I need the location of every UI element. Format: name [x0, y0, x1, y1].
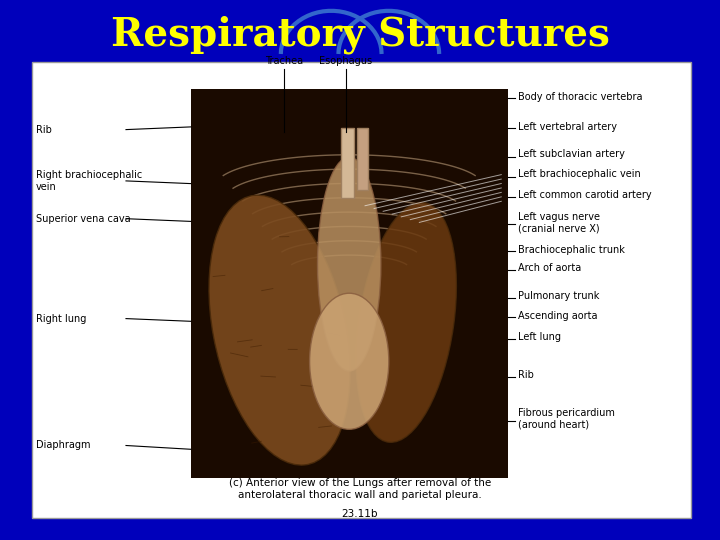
- Ellipse shape: [209, 195, 350, 465]
- Text: Diaphragm: Diaphragm: [36, 441, 91, 450]
- Bar: [191, 89, 508, 478]
- Text: Left common carotid artery: Left common carotid artery: [518, 191, 652, 200]
- Text: Left brachiocephalic vein: Left brachiocephalic vein: [518, 170, 641, 179]
- Text: Left vagus nerve
(cranial nerve X): Left vagus nerve (cranial nerve X): [518, 212, 600, 234]
- Bar: [32, 62, 691, 518]
- Text: Trachea: Trachea: [266, 56, 303, 66]
- Text: Left subclavian artery: Left subclavian artery: [518, 149, 625, 159]
- Text: Respiratory Structures: Respiratory Structures: [111, 16, 609, 55]
- Text: 23.11b: 23.11b: [342, 509, 378, 519]
- Ellipse shape: [310, 293, 389, 429]
- Text: Right lung: Right lung: [36, 314, 86, 323]
- Text: Right brachiocephalic
vein: Right brachiocephalic vein: [36, 170, 143, 192]
- Text: Left lung: Left lung: [518, 332, 562, 342]
- Bar: [341, 128, 354, 198]
- Text: Esophagus: Esophagus: [319, 56, 372, 66]
- Bar: [191, 89, 508, 478]
- Ellipse shape: [356, 202, 456, 442]
- Text: Superior vena cava: Superior vena cava: [36, 214, 130, 224]
- Text: Pulmonary trunk: Pulmonary trunk: [518, 291, 600, 301]
- Text: Brachiocephalic trunk: Brachiocephalic trunk: [518, 245, 625, 255]
- Bar: [357, 128, 368, 190]
- Text: Rib: Rib: [518, 370, 534, 380]
- Text: Fibrous pericardium
(around heart): Fibrous pericardium (around heart): [518, 408, 616, 429]
- Text: Left vertebral artery: Left vertebral artery: [518, 122, 618, 132]
- Text: (c) Anterior view of the Lungs after removal of the
anterolateral thoracic wall : (c) Anterior view of the Lungs after rem…: [229, 478, 491, 500]
- Text: Ascending aorta: Ascending aorta: [518, 311, 598, 321]
- Text: Arch of aorta: Arch of aorta: [518, 264, 582, 273]
- Text: Rib: Rib: [36, 125, 52, 134]
- Text: Body of thoracic vertebra: Body of thoracic vertebra: [518, 92, 643, 102]
- Ellipse shape: [318, 157, 381, 371]
